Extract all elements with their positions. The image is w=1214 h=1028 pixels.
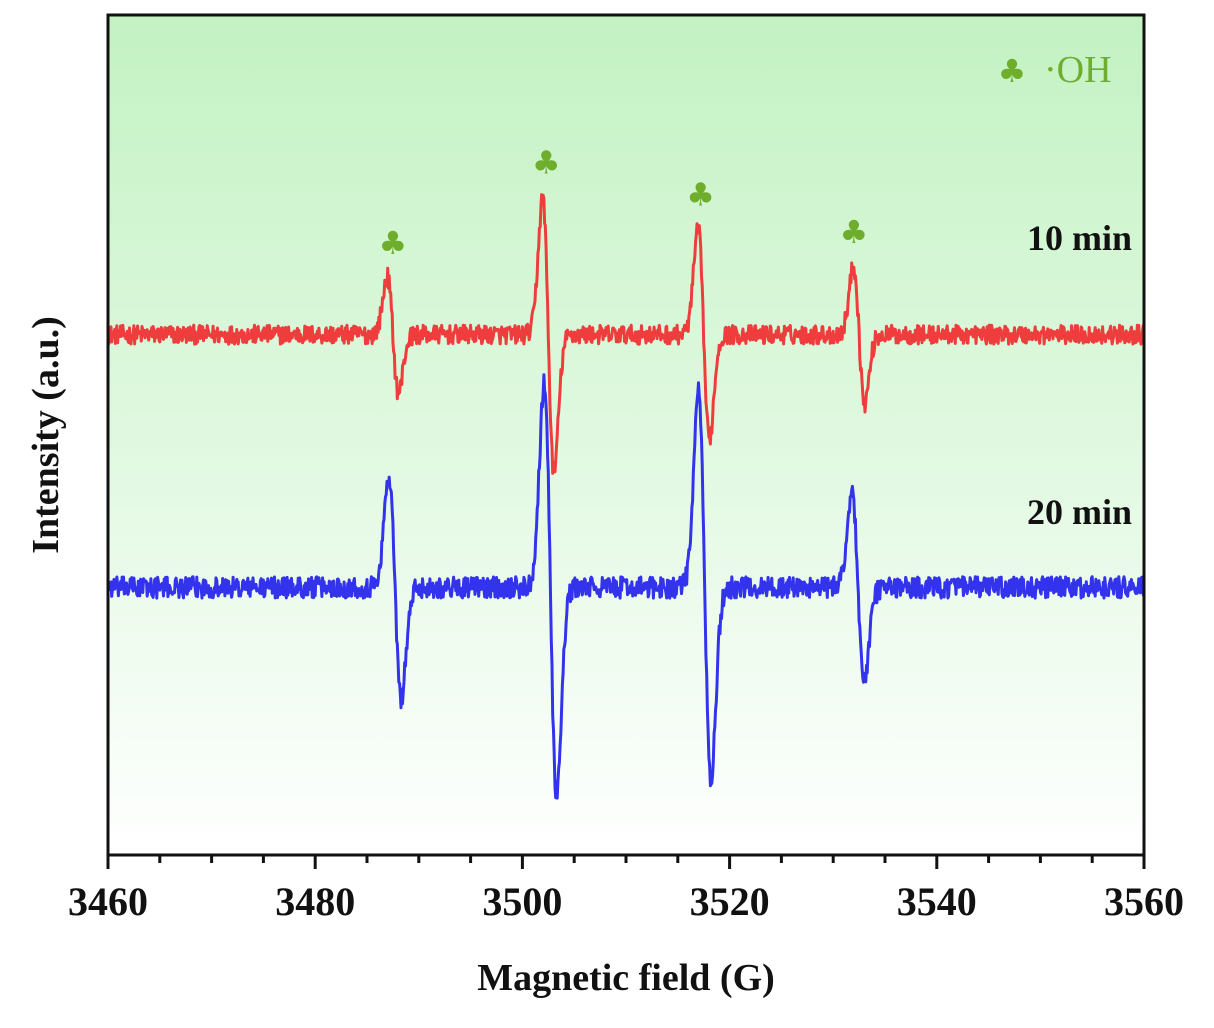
legend: ♣ ·OH xyxy=(998,49,1112,91)
x-tick-label: 3520 xyxy=(690,879,770,924)
axis-layer: 3460 3480 3500 3520 3540 3560 xyxy=(68,855,1184,924)
x-tick-label: 3560 xyxy=(1104,879,1184,924)
x-axis-title: Magnetic field (G) xyxy=(477,957,775,999)
x-tick-label: 3460 xyxy=(68,879,148,924)
x-tick-label: 3480 xyxy=(275,879,355,924)
plot-frame xyxy=(106,13,1146,857)
peak-marker-icon: ♣ xyxy=(840,213,869,251)
peak-marker-icon: ♣ xyxy=(532,144,561,182)
legend-marker-icon: ♣ xyxy=(998,52,1027,90)
series-label-10-min: 10 min xyxy=(1027,218,1132,258)
peak-marker-icon: ♣ xyxy=(379,224,408,262)
x-tick-label: 3500 xyxy=(482,879,562,924)
y-axis-title: Intensity (a.u.) xyxy=(25,316,67,554)
series-line-20-min xyxy=(108,373,1144,800)
series-line-10-min xyxy=(108,193,1144,475)
peak-marker-layer: ♣ ♣ ♣ ♣ xyxy=(379,144,869,262)
x-tick-label: 3540 xyxy=(897,879,977,924)
plot-background xyxy=(108,15,1144,855)
legend-label: ·OH xyxy=(1044,49,1112,91)
series-label-20-min: 20 min xyxy=(1027,492,1132,532)
peak-marker-icon: ♣ xyxy=(686,176,715,214)
series-layer xyxy=(108,193,1144,800)
